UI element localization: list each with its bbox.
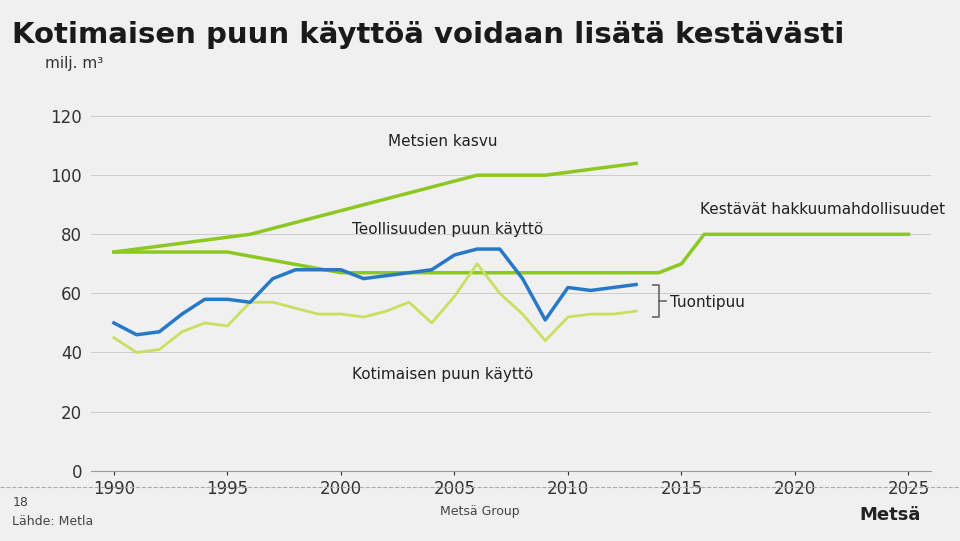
Text: Kestävät hakkuumahdollisuudet: Kestävät hakkuumahdollisuudet bbox=[700, 202, 945, 216]
Text: Tuontipuu: Tuontipuu bbox=[670, 295, 745, 310]
Text: Kotimaisen puun käyttöä voidaan lisätä kestävästi: Kotimaisen puun käyttöä voidaan lisätä k… bbox=[12, 21, 845, 49]
Text: Metsä: Metsä bbox=[859, 506, 921, 524]
Text: Metsien kasvu: Metsien kasvu bbox=[389, 134, 498, 149]
Text: milj. m³: milj. m³ bbox=[45, 56, 104, 71]
Text: 18: 18 bbox=[12, 496, 29, 509]
Text: Metsä Group: Metsä Group bbox=[441, 505, 519, 518]
Text: Teollisuuden puun käyttö: Teollisuuden puun käyttö bbox=[352, 222, 543, 237]
Text: Kotimaisen puun käyttö: Kotimaisen puun käyttö bbox=[352, 367, 534, 382]
Text: Lähde: Metla: Lähde: Metla bbox=[12, 515, 94, 528]
